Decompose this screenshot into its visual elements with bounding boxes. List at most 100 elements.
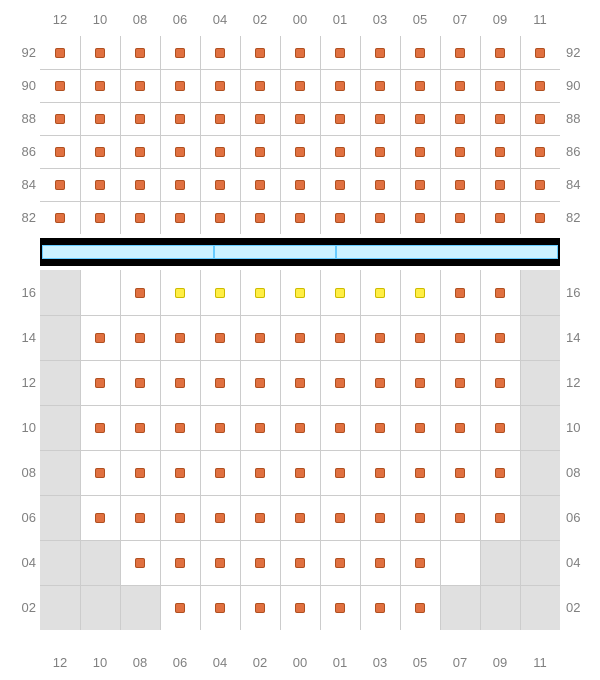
seat[interactable] xyxy=(255,48,265,58)
seat[interactable] xyxy=(295,147,305,157)
divider-segment[interactable] xyxy=(42,245,214,259)
seat[interactable] xyxy=(175,114,185,124)
seat[interactable] xyxy=(535,81,545,91)
seat[interactable] xyxy=(55,180,65,190)
seat[interactable] xyxy=(55,213,65,223)
seat[interactable] xyxy=(135,81,145,91)
seat[interactable] xyxy=(295,378,305,388)
seat[interactable] xyxy=(135,378,145,388)
seat[interactable] xyxy=(295,513,305,523)
seat[interactable] xyxy=(175,180,185,190)
seat[interactable] xyxy=(215,114,225,124)
seat[interactable] xyxy=(295,213,305,223)
seat[interactable] xyxy=(455,513,465,523)
seat[interactable] xyxy=(495,333,505,343)
seat[interactable] xyxy=(375,603,385,613)
seat[interactable] xyxy=(455,378,465,388)
seat[interactable] xyxy=(255,378,265,388)
seat[interactable] xyxy=(215,468,225,478)
seat[interactable] xyxy=(135,288,145,298)
seat[interactable] xyxy=(415,468,425,478)
seat[interactable] xyxy=(455,288,465,298)
seat[interactable] xyxy=(175,288,185,298)
seat[interactable] xyxy=(335,558,345,568)
seat[interactable] xyxy=(415,558,425,568)
seat[interactable] xyxy=(135,333,145,343)
seat[interactable] xyxy=(375,114,385,124)
seat[interactable] xyxy=(255,513,265,523)
seat[interactable] xyxy=(455,468,465,478)
seat[interactable] xyxy=(175,81,185,91)
seat[interactable] xyxy=(175,333,185,343)
seat[interactable] xyxy=(415,81,425,91)
seat[interactable] xyxy=(175,378,185,388)
seat[interactable] xyxy=(495,213,505,223)
seat[interactable] xyxy=(495,147,505,157)
seat[interactable] xyxy=(415,423,425,433)
seat[interactable] xyxy=(215,378,225,388)
seat[interactable] xyxy=(135,180,145,190)
seat[interactable] xyxy=(335,468,345,478)
seat[interactable] xyxy=(335,288,345,298)
seat[interactable] xyxy=(535,180,545,190)
seat[interactable] xyxy=(95,147,105,157)
seat[interactable] xyxy=(335,378,345,388)
seat[interactable] xyxy=(415,288,425,298)
seat[interactable] xyxy=(295,468,305,478)
seat[interactable] xyxy=(375,213,385,223)
seat[interactable] xyxy=(215,48,225,58)
seat[interactable] xyxy=(175,558,185,568)
seat[interactable] xyxy=(95,114,105,124)
seat[interactable] xyxy=(215,180,225,190)
seat[interactable] xyxy=(375,48,385,58)
seat[interactable] xyxy=(415,603,425,613)
seat[interactable] xyxy=(335,114,345,124)
seat[interactable] xyxy=(55,81,65,91)
seat[interactable] xyxy=(375,423,385,433)
seat[interactable] xyxy=(455,81,465,91)
seat[interactable] xyxy=(175,603,185,613)
seat[interactable] xyxy=(255,333,265,343)
seat[interactable] xyxy=(255,558,265,568)
seat[interactable] xyxy=(215,81,225,91)
seat[interactable] xyxy=(535,48,545,58)
seat[interactable] xyxy=(215,423,225,433)
seat[interactable] xyxy=(335,423,345,433)
seat[interactable] xyxy=(495,114,505,124)
seat[interactable] xyxy=(95,213,105,223)
seat[interactable] xyxy=(255,114,265,124)
seat[interactable] xyxy=(335,48,345,58)
seat[interactable] xyxy=(495,423,505,433)
seat[interactable] xyxy=(375,180,385,190)
seat[interactable] xyxy=(375,378,385,388)
seat[interactable] xyxy=(415,213,425,223)
seat[interactable] xyxy=(375,558,385,568)
seat[interactable] xyxy=(295,114,305,124)
seat[interactable] xyxy=(455,147,465,157)
seat[interactable] xyxy=(455,333,465,343)
seat[interactable] xyxy=(215,558,225,568)
seat[interactable] xyxy=(255,147,265,157)
seat[interactable] xyxy=(295,48,305,58)
seat[interactable] xyxy=(95,378,105,388)
seat[interactable] xyxy=(375,468,385,478)
seat[interactable] xyxy=(335,603,345,613)
seat[interactable] xyxy=(255,180,265,190)
seat[interactable] xyxy=(55,48,65,58)
seat[interactable] xyxy=(375,147,385,157)
seat[interactable] xyxy=(415,147,425,157)
seat[interactable] xyxy=(215,333,225,343)
seat[interactable] xyxy=(335,213,345,223)
seat[interactable] xyxy=(295,423,305,433)
seat[interactable] xyxy=(255,423,265,433)
seat[interactable] xyxy=(215,603,225,613)
seat[interactable] xyxy=(135,423,145,433)
seat[interactable] xyxy=(495,513,505,523)
seat[interactable] xyxy=(255,288,265,298)
seat[interactable] xyxy=(535,114,545,124)
seat[interactable] xyxy=(175,213,185,223)
seat[interactable] xyxy=(135,48,145,58)
seat[interactable] xyxy=(295,180,305,190)
seat[interactable] xyxy=(535,213,545,223)
seat[interactable] xyxy=(215,213,225,223)
